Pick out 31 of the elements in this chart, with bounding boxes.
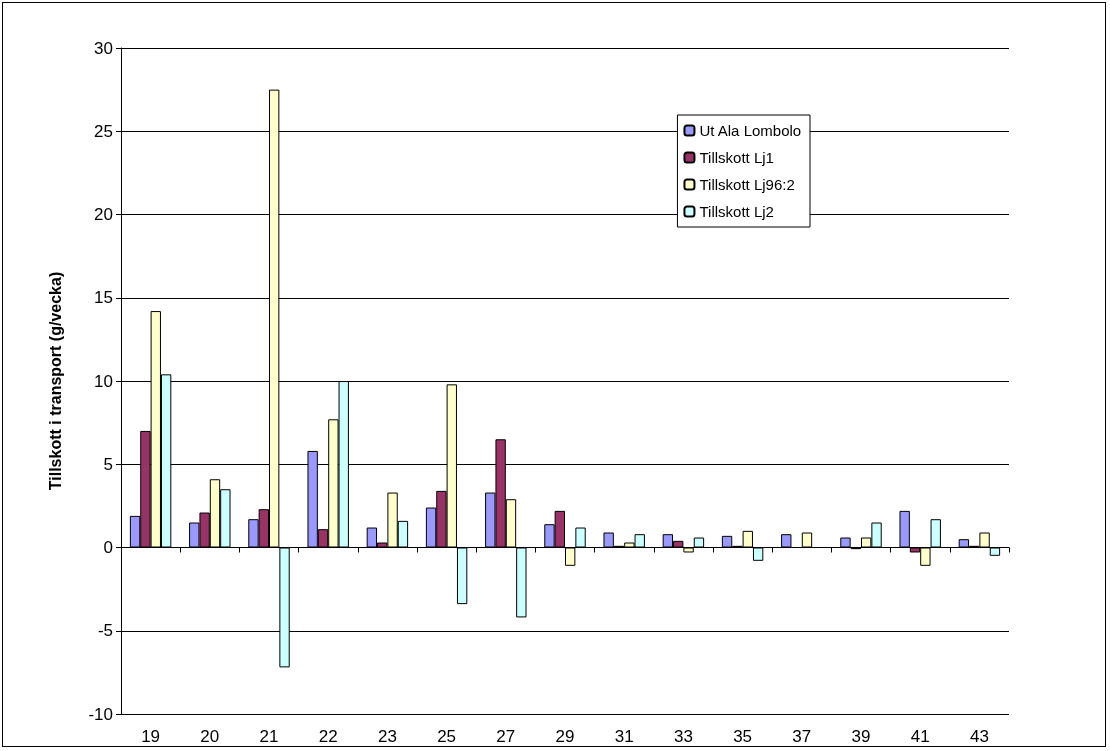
y-tick-label: 15 (94, 288, 113, 308)
bar (801, 532, 813, 548)
x-tick-label: 35 (733, 727, 753, 746)
x-tick-label: 29 (555, 727, 575, 746)
x-tick-label: 33 (673, 727, 693, 746)
x-tick-label: 41 (910, 727, 930, 746)
x-tick-label: 31 (614, 727, 634, 746)
x-tick-label: 23 (377, 727, 397, 746)
x-tick-label: 27 (496, 727, 516, 746)
legend-label: Tillskott Lj96:2 (699, 176, 795, 193)
y-tick-label: 20 (94, 205, 113, 224)
y-tick-label: 25 (94, 121, 113, 141)
y-axis-title: Tillskott i transport (g/vecka) (46, 271, 64, 491)
x-tick-label: 37 (792, 727, 812, 746)
y-tick-label: -5 (97, 621, 113, 641)
y-tick-label: 30 (94, 38, 113, 58)
x-tick-label: 43 (969, 727, 989, 746)
legend-label: Tillskott Lj1 (699, 149, 774, 166)
x-tick-label: 25 (437, 727, 457, 746)
y-tick-label: 10 (94, 371, 113, 391)
x-tick-label: 39 (851, 727, 871, 746)
y-tick-label: 5 (103, 454, 113, 474)
legend-label: Tillskott Lj2 (699, 203, 774, 220)
y-tick-label: 0 (103, 538, 113, 557)
x-tick-label: 20 (200, 727, 220, 746)
x-tick-label: 21 (259, 727, 279, 746)
bar (781, 534, 792, 548)
x-tick-label: 19 (141, 727, 161, 746)
legend-label: Ut Ala Lombolo (699, 122, 802, 139)
x-tick-label: 22 (318, 727, 338, 746)
y-tick-label: -10 (88, 704, 113, 724)
